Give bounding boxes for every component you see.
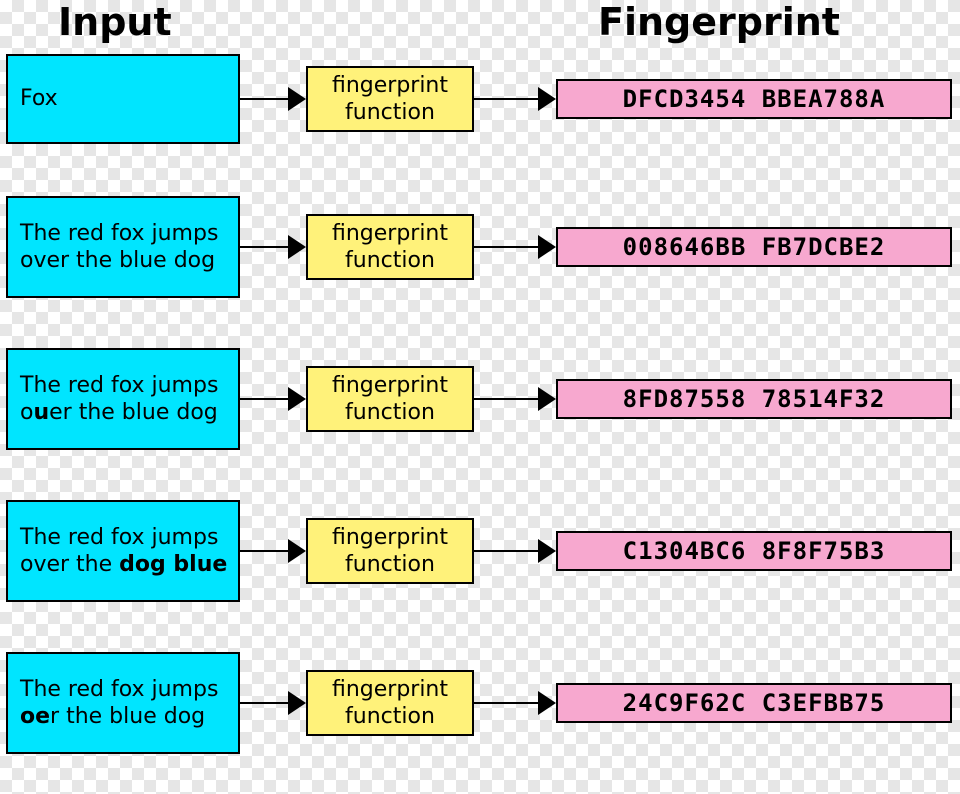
- output-box: C1304BC6 8F8F75B3: [556, 531, 952, 571]
- function-label: fingerprintfunction: [332, 220, 448, 275]
- output-hash: 008646BB FB7DCBE2: [623, 233, 886, 261]
- function-box: fingerprintfunction: [306, 670, 474, 736]
- diagram-layer: Input Fingerprint Fox fingerprintfunction…: [0, 0, 960, 794]
- output-hash: 8FD87558 78514F32: [623, 385, 886, 413]
- output-box: 8FD87558 78514F32: [556, 379, 952, 419]
- function-box: fingerprintfunction: [306, 366, 474, 432]
- heading-input: Input: [58, 0, 172, 44]
- function-label: fingerprintfunction: [332, 524, 448, 579]
- input-text: The red fox jumps over the blue dog: [20, 220, 238, 275]
- function-label: fingerprintfunction: [332, 372, 448, 427]
- output-hash: 24C9F62C C3EFBB75: [623, 689, 886, 717]
- function-box: fingerprintfunction: [306, 518, 474, 584]
- function-box: fingerprintfunction: [306, 214, 474, 280]
- input-text: The red fox jumps over the dog blue: [20, 524, 238, 579]
- input-box: The red fox jumps over the blue dog: [6, 196, 240, 298]
- output-hash: C1304BC6 8F8F75B3: [623, 537, 886, 565]
- input-box: The red fox jumps oer the blue dog: [6, 652, 240, 754]
- function-box: fingerprintfunction: [306, 66, 474, 132]
- input-text: The red fox jumps oer the blue dog: [20, 676, 238, 731]
- input-box: Fox: [6, 54, 240, 144]
- function-label: fingerprintfunction: [332, 72, 448, 127]
- input-box: The red fox jumps over the dog blue: [6, 500, 240, 602]
- function-label: fingerprintfunction: [332, 676, 448, 731]
- output-box: 008646BB FB7DCBE2: [556, 227, 952, 267]
- input-text: The red fox jumps ouer the blue dog: [20, 372, 238, 427]
- output-box: DFCD3454 BBEA788A: [556, 79, 952, 119]
- input-box: The red fox jumps ouer the blue dog: [6, 348, 240, 450]
- output-box: 24C9F62C C3EFBB75: [556, 683, 952, 723]
- heading-output: Fingerprint: [598, 0, 840, 44]
- output-hash: DFCD3454 BBEA788A: [623, 85, 886, 113]
- input-text: Fox: [20, 85, 58, 113]
